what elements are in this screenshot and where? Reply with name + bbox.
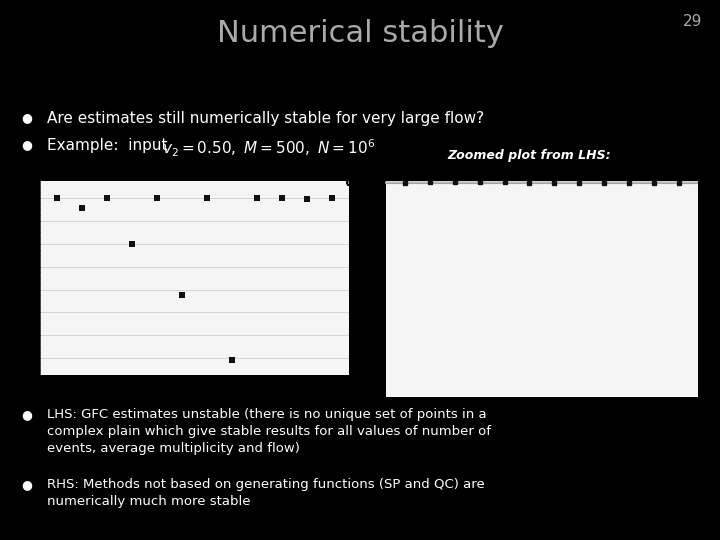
Point [151, 194, 163, 202]
Text: Are estimates still numerically stable for very large flow?: Are estimates still numerically stable f… [47, 111, 484, 126]
Point [76, 204, 88, 213]
Text: LHS: GFC estimates unstable (there is no unique set of points in a
complex plain: LHS: GFC estimates unstable (there is no… [47, 408, 491, 455]
Text: Numerical stability: Numerical stability [217, 19, 503, 48]
Point [326, 194, 338, 202]
Text: RHS: Methods not based on generating functions (SP and QC) are
numerically much : RHS: Methods not based on generating fun… [47, 478, 485, 508]
Text: ●: ● [22, 408, 32, 421]
Point [201, 194, 212, 202]
Point [226, 356, 238, 364]
Text: $v_2 = 0.50,\ M = 500,\ N = 10^6$: $v_2 = 0.50,\ M = 500,\ N = 10^6$ [162, 138, 375, 159]
Point [51, 194, 63, 202]
Point [251, 194, 263, 202]
Text: Example:  input: Example: input [47, 138, 172, 153]
Point [276, 194, 287, 202]
Text: ●: ● [22, 138, 32, 151]
Text: ●: ● [22, 478, 32, 491]
Text: Zoomed plot from LHS:: Zoomed plot from LHS: [447, 149, 611, 162]
Point [301, 195, 312, 204]
Bar [385, 182, 698, 183]
Text: ●: ● [22, 111, 32, 124]
Point [102, 194, 113, 202]
Point [126, 239, 138, 248]
Point [176, 291, 188, 300]
Text: 29: 29 [683, 14, 702, 29]
